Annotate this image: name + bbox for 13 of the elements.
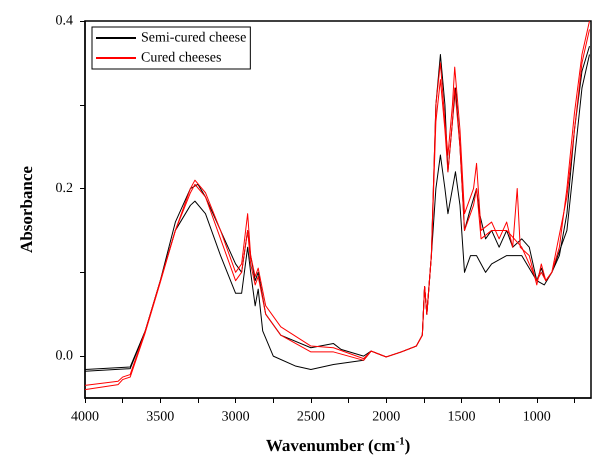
y-tick-label: 0.2 bbox=[56, 181, 73, 196]
y-tick-label: 0.4 bbox=[56, 14, 73, 28]
x-tick-label: 2500 bbox=[296, 410, 325, 424]
legend-label: Cured cheeses bbox=[141, 50, 222, 66]
x-tick-label: 3000 bbox=[222, 410, 250, 424]
x-tick-label: 1500 bbox=[447, 410, 476, 424]
x-tick-label: 1000 bbox=[522, 410, 551, 424]
x-tick-label: 3500 bbox=[146, 410, 174, 424]
x-tick-label: 4000 bbox=[71, 410, 99, 424]
y-axis-title: Absorbance bbox=[17, 166, 36, 253]
legend-label: Semi-cured cheese bbox=[141, 30, 246, 46]
x-tick-label: 2000 bbox=[372, 410, 400, 424]
y-tick-label: 0.0 bbox=[56, 348, 73, 364]
